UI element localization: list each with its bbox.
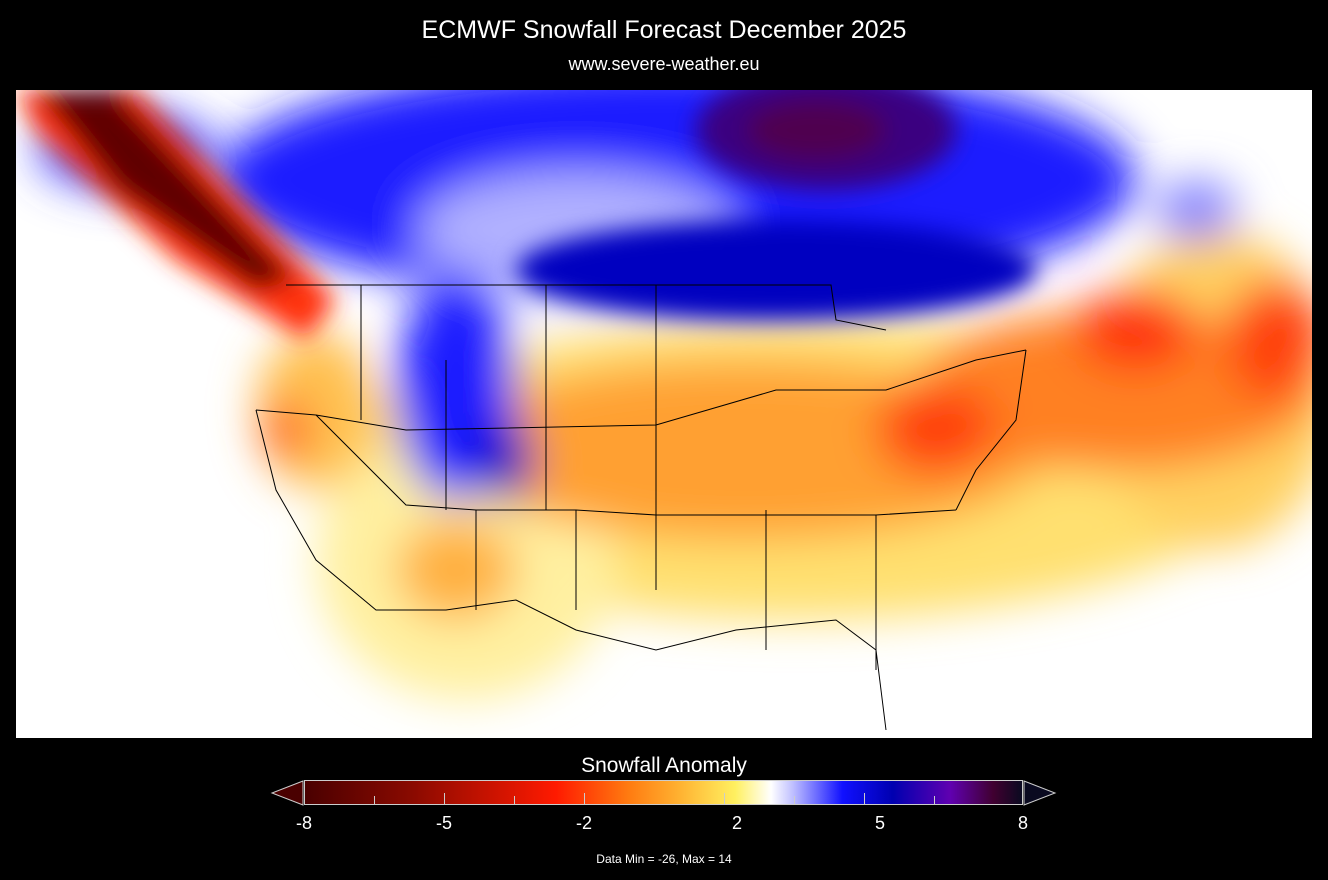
- colorbar-major-tick: [444, 793, 445, 805]
- colorbar-major-tick: [584, 793, 585, 805]
- colorbar-title: Snowfall Anomaly: [581, 754, 747, 777]
- data-range-text: Data Min = -26, Max = 14: [596, 852, 732, 866]
- colorbar: [304, 780, 1023, 805]
- colorbar-label: -5: [435, 813, 452, 833]
- map-source: www.severe-weather.eu: [568, 54, 760, 74]
- colorbar-label: -2: [575, 813, 592, 833]
- colorbar-minor-tick: [514, 796, 515, 804]
- snowfall-anomaly-map: [16, 90, 1312, 738]
- colorbar-major-tick: [724, 793, 725, 805]
- colorbar-major-tick: [864, 793, 865, 805]
- colorbar-label: -8: [295, 813, 312, 833]
- colorbar-extend-max-arrow: [1023, 780, 1057, 806]
- anomaly-field: [16, 90, 1312, 700]
- colorbar-extend-min-arrow: [270, 780, 304, 806]
- colorbar-minor-tick: [794, 796, 795, 804]
- colorbar-label: 5: [874, 813, 885, 833]
- colorbar-label: 2: [731, 813, 742, 833]
- colorbar-minor-tick: [934, 796, 935, 804]
- colorbar-label: 8: [1017, 813, 1028, 833]
- map-title: ECMWF Snowfall Forecast December 2025: [421, 16, 907, 44]
- colorbar-minor-tick: [374, 796, 375, 804]
- state-borders: [255, 284, 1027, 731]
